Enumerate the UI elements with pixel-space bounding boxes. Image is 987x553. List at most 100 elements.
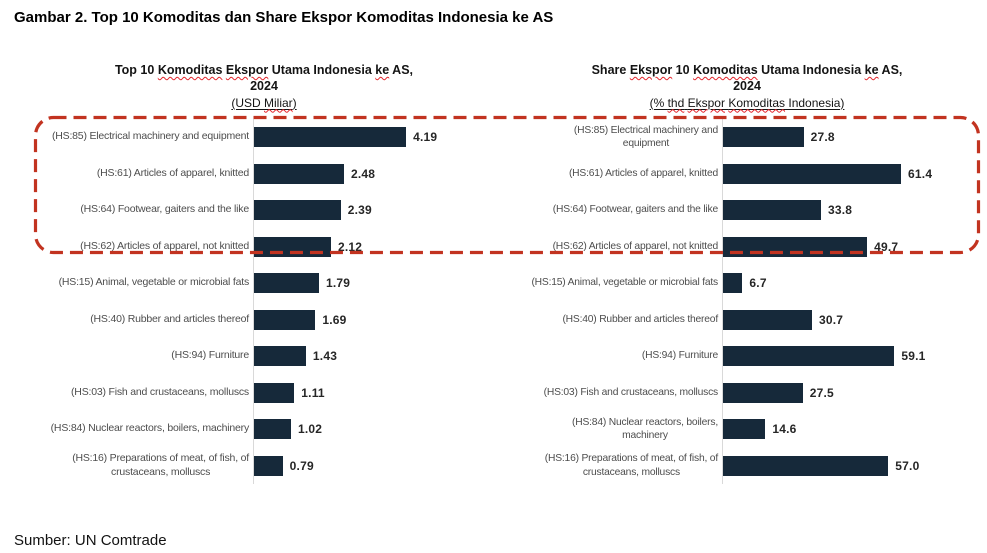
- bar-track: 30.7: [722, 301, 977, 338]
- title-text: (%: [649, 95, 668, 110]
- value-label: 14.6: [772, 422, 797, 437]
- category-label-text: (HS:16) Preparations of meat, of fish, o…: [544, 453, 718, 478]
- spellcheck-word: Komoditas: [693, 63, 758, 77]
- category-label: (HS:84) Nuclear reactors, boilers, machi…: [517, 416, 722, 443]
- bar-track: 57.0: [722, 447, 977, 484]
- title-text: 10: [672, 63, 694, 77]
- category-label-text: (HS:84) Nuclear reactors, boilers, machi…: [50, 422, 250, 435]
- value-label: 2.12: [337, 239, 363, 254]
- bar-track: 1.79: [253, 265, 490, 302]
- chart-header: Top 10 Komoditas Ekspor Utama Indonesia …: [38, 62, 490, 119]
- value-label: 27.8: [810, 130, 835, 145]
- chart-subtitle: (% thd Ekspor Komoditas Indonesia): [517, 96, 977, 110]
- bar: [723, 455, 889, 476]
- value-label: 33.8: [828, 203, 853, 218]
- category-label: (HS:94) Furniture: [38, 349, 253, 363]
- category-label-text: (HS:85) Electrical machinery and equipme…: [51, 130, 249, 143]
- spellcheck-word: Ekspor: [629, 63, 673, 77]
- spellcheck-word: ke: [864, 63, 879, 77]
- category-label-text: (HS:61) Articles of apparel, knitted: [96, 166, 249, 179]
- source-note: Sumber: UN Comtrade: [14, 532, 167, 549]
- bar-track: 6.7: [722, 265, 977, 302]
- bar-track: 0.79: [253, 447, 490, 484]
- bar-track: 2.12: [253, 228, 490, 265]
- category-label-text: (HS:03) Fish and crustaceans, molluscs: [543, 386, 719, 398]
- chart-row: (HS:61) Articles of apparel, knitted 61.4: [517, 155, 977, 192]
- value-label: 2.48: [351, 166, 376, 181]
- spellcheck-word: Ekspor: [225, 63, 269, 77]
- figure-title: Gambar 2. Top 10 Komoditas dan Share Eks…: [14, 9, 554, 26]
- category-label: (HS:16) Preparations of meat, of fish, o…: [38, 452, 253, 479]
- title-text: ): [292, 95, 297, 110]
- chart-row: (HS:61) Articles of apparel, knitted 2.48: [38, 155, 490, 192]
- bar: [723, 200, 822, 221]
- value-label: 1.02: [298, 422, 323, 437]
- value-label: 1.11: [301, 385, 325, 400]
- chart-row: (HS:94) Furniture 59.1: [517, 338, 977, 375]
- category-label-text: (HS:61) Articles of apparel, knitted: [568, 167, 718, 179]
- bar: [723, 127, 804, 148]
- chart-row: (HS:62) Articles of apparel, not knitted…: [38, 228, 490, 265]
- chart-panel-left: Top 10 Komoditas Ekspor Utama Indonesia …: [38, 62, 490, 484]
- title-text: Utama Indonesia: [268, 63, 376, 77]
- chart-panel-right: Share Ekspor 10 Komoditas Utama Indonesi…: [517, 62, 977, 484]
- spellcheck-word: Ekspor: [687, 95, 725, 110]
- chart-row: (HS:85) Electrical machinery and equipme…: [517, 119, 977, 156]
- bar: [723, 163, 902, 184]
- category-label-text: (HS:15) Animal, vegetable or microbial f…: [531, 277, 718, 289]
- chart-rows: (HS:85) Electrical machinery and equipme…: [38, 119, 490, 484]
- bar-track: 61.4: [722, 155, 977, 192]
- bar-track: 4.19: [253, 119, 490, 156]
- bar-track: 1.43: [253, 338, 490, 375]
- chart-title: Share Ekspor 10 Komoditas Utama Indonesi…: [517, 62, 977, 95]
- category-label-text: (HS:40) Rubber and articles thereof: [90, 312, 249, 325]
- bar: [723, 346, 895, 367]
- bar: [254, 382, 295, 403]
- chart-row: (HS:16) Preparations of meat, of fish, o…: [38, 447, 490, 484]
- value-label: 1.43: [312, 349, 338, 364]
- bar: [254, 127, 407, 148]
- title-text: Share: [591, 63, 630, 77]
- category-label: (HS:85) Electrical machinery and equipme…: [517, 124, 722, 151]
- chart-row: (HS:64) Footwear, gaiters and the like 33…: [517, 192, 977, 229]
- category-label-text: (HS:64) Footwear, gaiters and the like: [80, 203, 249, 216]
- value-label: 2.39: [347, 203, 372, 218]
- chart-row: (HS:16) Preparations of meat, of fish, o…: [517, 447, 977, 484]
- chart-row: (HS:15) Animal, vegetable or microbial f…: [517, 265, 977, 302]
- category-label: (HS:15) Animal, vegetable or microbial f…: [517, 276, 722, 290]
- category-label-text: (HS:64) Footwear, gaiters and the like: [552, 204, 718, 216]
- category-label: (HS:85) Electrical machinery and equipme…: [38, 130, 253, 144]
- bar-track: 27.5: [722, 374, 977, 411]
- bar-track: 59.1: [722, 338, 977, 375]
- chart-row: (HS:15) Animal, vegetable or microbial f…: [38, 265, 490, 302]
- spellcheck-word: ke: [375, 63, 390, 77]
- category-label: (HS:40) Rubber and articles thereof: [517, 313, 722, 327]
- chart-row: (HS:84) Nuclear reactors, boilers, machi…: [38, 411, 490, 448]
- bar: [723, 382, 803, 403]
- chart-rows: (HS:85) Electrical machinery and equipme…: [517, 119, 977, 484]
- category-label: (HS:62) Articles of apparel, not knitted: [517, 240, 722, 254]
- category-label-text: (HS:85) Electrical machinery and equipme…: [573, 124, 718, 150]
- bar: [723, 419, 766, 440]
- title-text: Indonesia): [785, 95, 845, 110]
- chart-subtitle: (USD Miliar): [38, 96, 490, 110]
- bar: [254, 455, 283, 476]
- value-label: 1.79: [325, 276, 351, 291]
- bar: [254, 419, 292, 440]
- value-label: 30.7: [819, 312, 844, 327]
- category-label: (HS:84) Nuclear reactors, boilers, machi…: [38, 422, 253, 436]
- spellcheck-word: Komoditas: [728, 95, 786, 110]
- category-label-text: (HS:84) Nuclear reactors, boilers, machi…: [572, 416, 718, 442]
- bar: [723, 309, 813, 330]
- bar: [254, 163, 345, 184]
- bar-track: 33.8: [722, 192, 977, 229]
- bar-track: 49.7: [722, 228, 977, 265]
- title-text: (USD: [231, 95, 264, 110]
- chart-title: Top 10 Komoditas Ekspor Utama Indonesia …: [38, 62, 490, 95]
- spellcheck-word: Miliar: [264, 95, 293, 110]
- category-label: (HS:61) Articles of apparel, knitted: [517, 167, 722, 181]
- spellcheck-word: Komoditas: [157, 63, 223, 77]
- title-text: Top 10: [114, 63, 158, 77]
- bar-track: 2.39: [253, 192, 490, 229]
- value-label: 49.7: [874, 239, 899, 254]
